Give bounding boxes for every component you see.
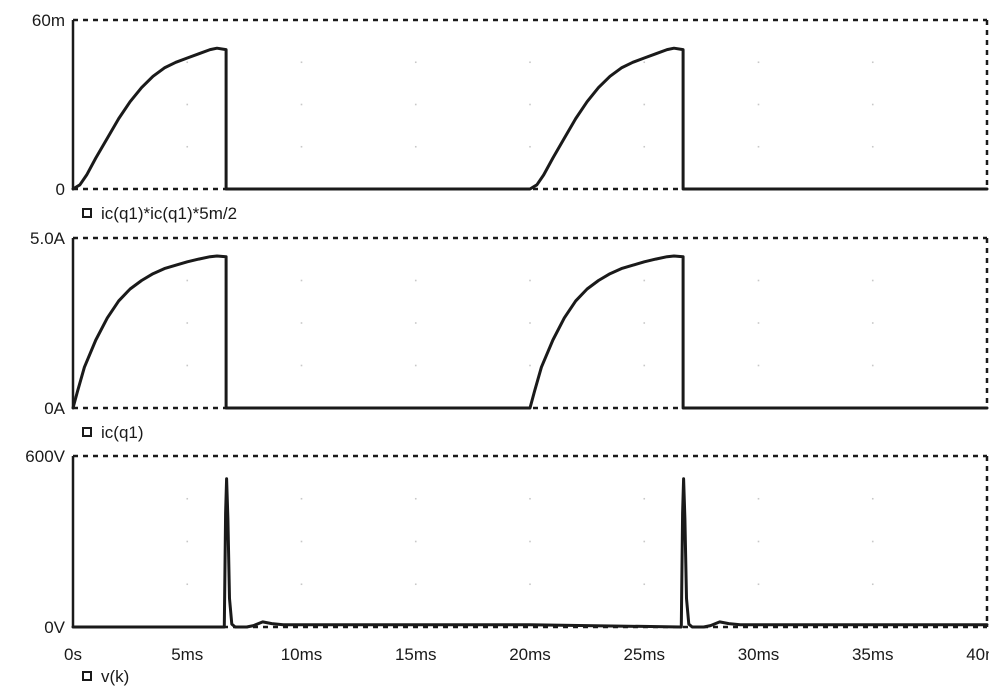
legend: v(k) <box>82 667 129 686</box>
grid-dot <box>414 103 417 106</box>
chart-panel-2: 5.0A 0A ic(q1) <box>30 229 989 442</box>
y-tick-label: 600V <box>25 447 65 466</box>
grid-dot <box>529 322 531 324</box>
y-tick-label: 60m <box>32 11 65 30</box>
legend-marker-icon <box>82 208 92 218</box>
legend: ic(q1) <box>82 423 144 442</box>
grid-dot <box>529 61 531 64</box>
grid-dot <box>757 364 760 367</box>
y-tick-label: 0A <box>44 399 65 418</box>
series-line <box>71 477 989 629</box>
legend-label: ic(q1)*ic(q1)*5m/2 <box>101 204 237 223</box>
grid-dot <box>643 61 646 64</box>
grid-dot <box>186 279 189 282</box>
grid-dot <box>529 279 531 282</box>
grid-dot <box>643 583 646 586</box>
grid-dot <box>529 364 531 367</box>
grid-dot <box>300 583 303 586</box>
grid-dot <box>414 61 417 64</box>
legend-marker-icon <box>82 671 92 681</box>
legend-label: ic(q1) <box>101 423 144 442</box>
grid-dot <box>300 145 303 148</box>
grid-dot <box>186 145 189 148</box>
legend-marker-icon <box>82 427 92 437</box>
grid-dot <box>186 103 189 106</box>
grid-dot <box>186 540 189 543</box>
x-tick-label: 0s <box>64 645 82 664</box>
x-tick-label: 20ms <box>509 645 551 664</box>
grid-dot <box>300 103 303 106</box>
legend: ic(q1)*ic(q1)*5m/2 <box>82 204 237 223</box>
grid-dot <box>871 583 874 586</box>
grid-dot <box>529 103 531 106</box>
grid-dots <box>186 61 874 148</box>
grid-dot <box>643 364 646 367</box>
grid-dot <box>300 540 303 543</box>
grid-dot <box>186 497 189 500</box>
grid-dot <box>300 279 303 282</box>
y-tick-label: 0V <box>44 618 65 637</box>
grid-dot <box>529 145 531 148</box>
grid-dot <box>414 497 417 500</box>
grid-dot <box>757 540 760 543</box>
grid-dot <box>757 497 760 500</box>
x-tick-label: 15ms <box>395 645 437 664</box>
grid-dots <box>186 279 874 367</box>
y-tick-label: 0 <box>56 180 65 199</box>
grid-dot <box>300 364 303 367</box>
grid-dot <box>414 364 417 367</box>
grid-dot <box>757 322 760 324</box>
grid-dot <box>871 322 874 324</box>
grid-dot <box>643 322 646 324</box>
grid-dot <box>757 279 760 282</box>
grid-dot <box>414 279 417 282</box>
x-tick-label: 30ms <box>738 645 780 664</box>
series-line <box>71 46 989 191</box>
grid-dot <box>186 583 189 586</box>
grid-dot <box>300 497 303 500</box>
grid-dot <box>643 145 646 148</box>
grid-dot <box>871 61 874 64</box>
grid-dots <box>186 497 874 586</box>
grid-dot <box>643 497 646 500</box>
grid-dot <box>871 103 874 106</box>
grid-dot <box>300 61 303 64</box>
grid-dot <box>414 322 417 324</box>
grid-dot <box>643 540 646 543</box>
grid-dot <box>186 322 189 324</box>
chart-panel-1: 60m 0 ic(q1)*ic(q1)*5m/2 <box>32 11 989 223</box>
grid-dot <box>300 322 303 324</box>
grid-dot <box>871 497 874 500</box>
series-line <box>71 254 989 410</box>
grid-dot <box>643 279 646 282</box>
grid-dot <box>871 364 874 367</box>
grid-dot <box>186 61 189 64</box>
grid-dot <box>871 279 874 282</box>
grid-dot <box>414 145 417 148</box>
grid-dot <box>871 145 874 148</box>
x-tick-label: 10ms <box>281 645 323 664</box>
x-tick-label: 5ms <box>171 645 203 664</box>
grid-dot <box>529 540 531 543</box>
grid-dot <box>529 583 531 586</box>
grid-dot <box>414 540 417 543</box>
y-tick-label: 5.0A <box>30 229 66 248</box>
chart-panel-3: 600V 0V 0s 5ms 10ms 15ms 20ms 25ms 30ms 35ms 40ms v… <box>25 447 989 686</box>
grid-dot <box>186 364 189 367</box>
grid-dot <box>757 145 760 148</box>
grid-dot <box>643 103 646 106</box>
x-tick-label: 35ms <box>852 645 894 664</box>
grid-dot <box>757 583 760 586</box>
grid-dot <box>529 497 531 500</box>
grid-dot <box>757 103 760 106</box>
legend-label: v(k) <box>101 667 129 686</box>
grid-dot <box>757 61 760 64</box>
grid-dot <box>871 540 874 543</box>
x-tick-label: 25ms <box>623 645 665 664</box>
x-tick-label: 40ms <box>966 645 989 664</box>
grid-dot <box>414 583 417 586</box>
